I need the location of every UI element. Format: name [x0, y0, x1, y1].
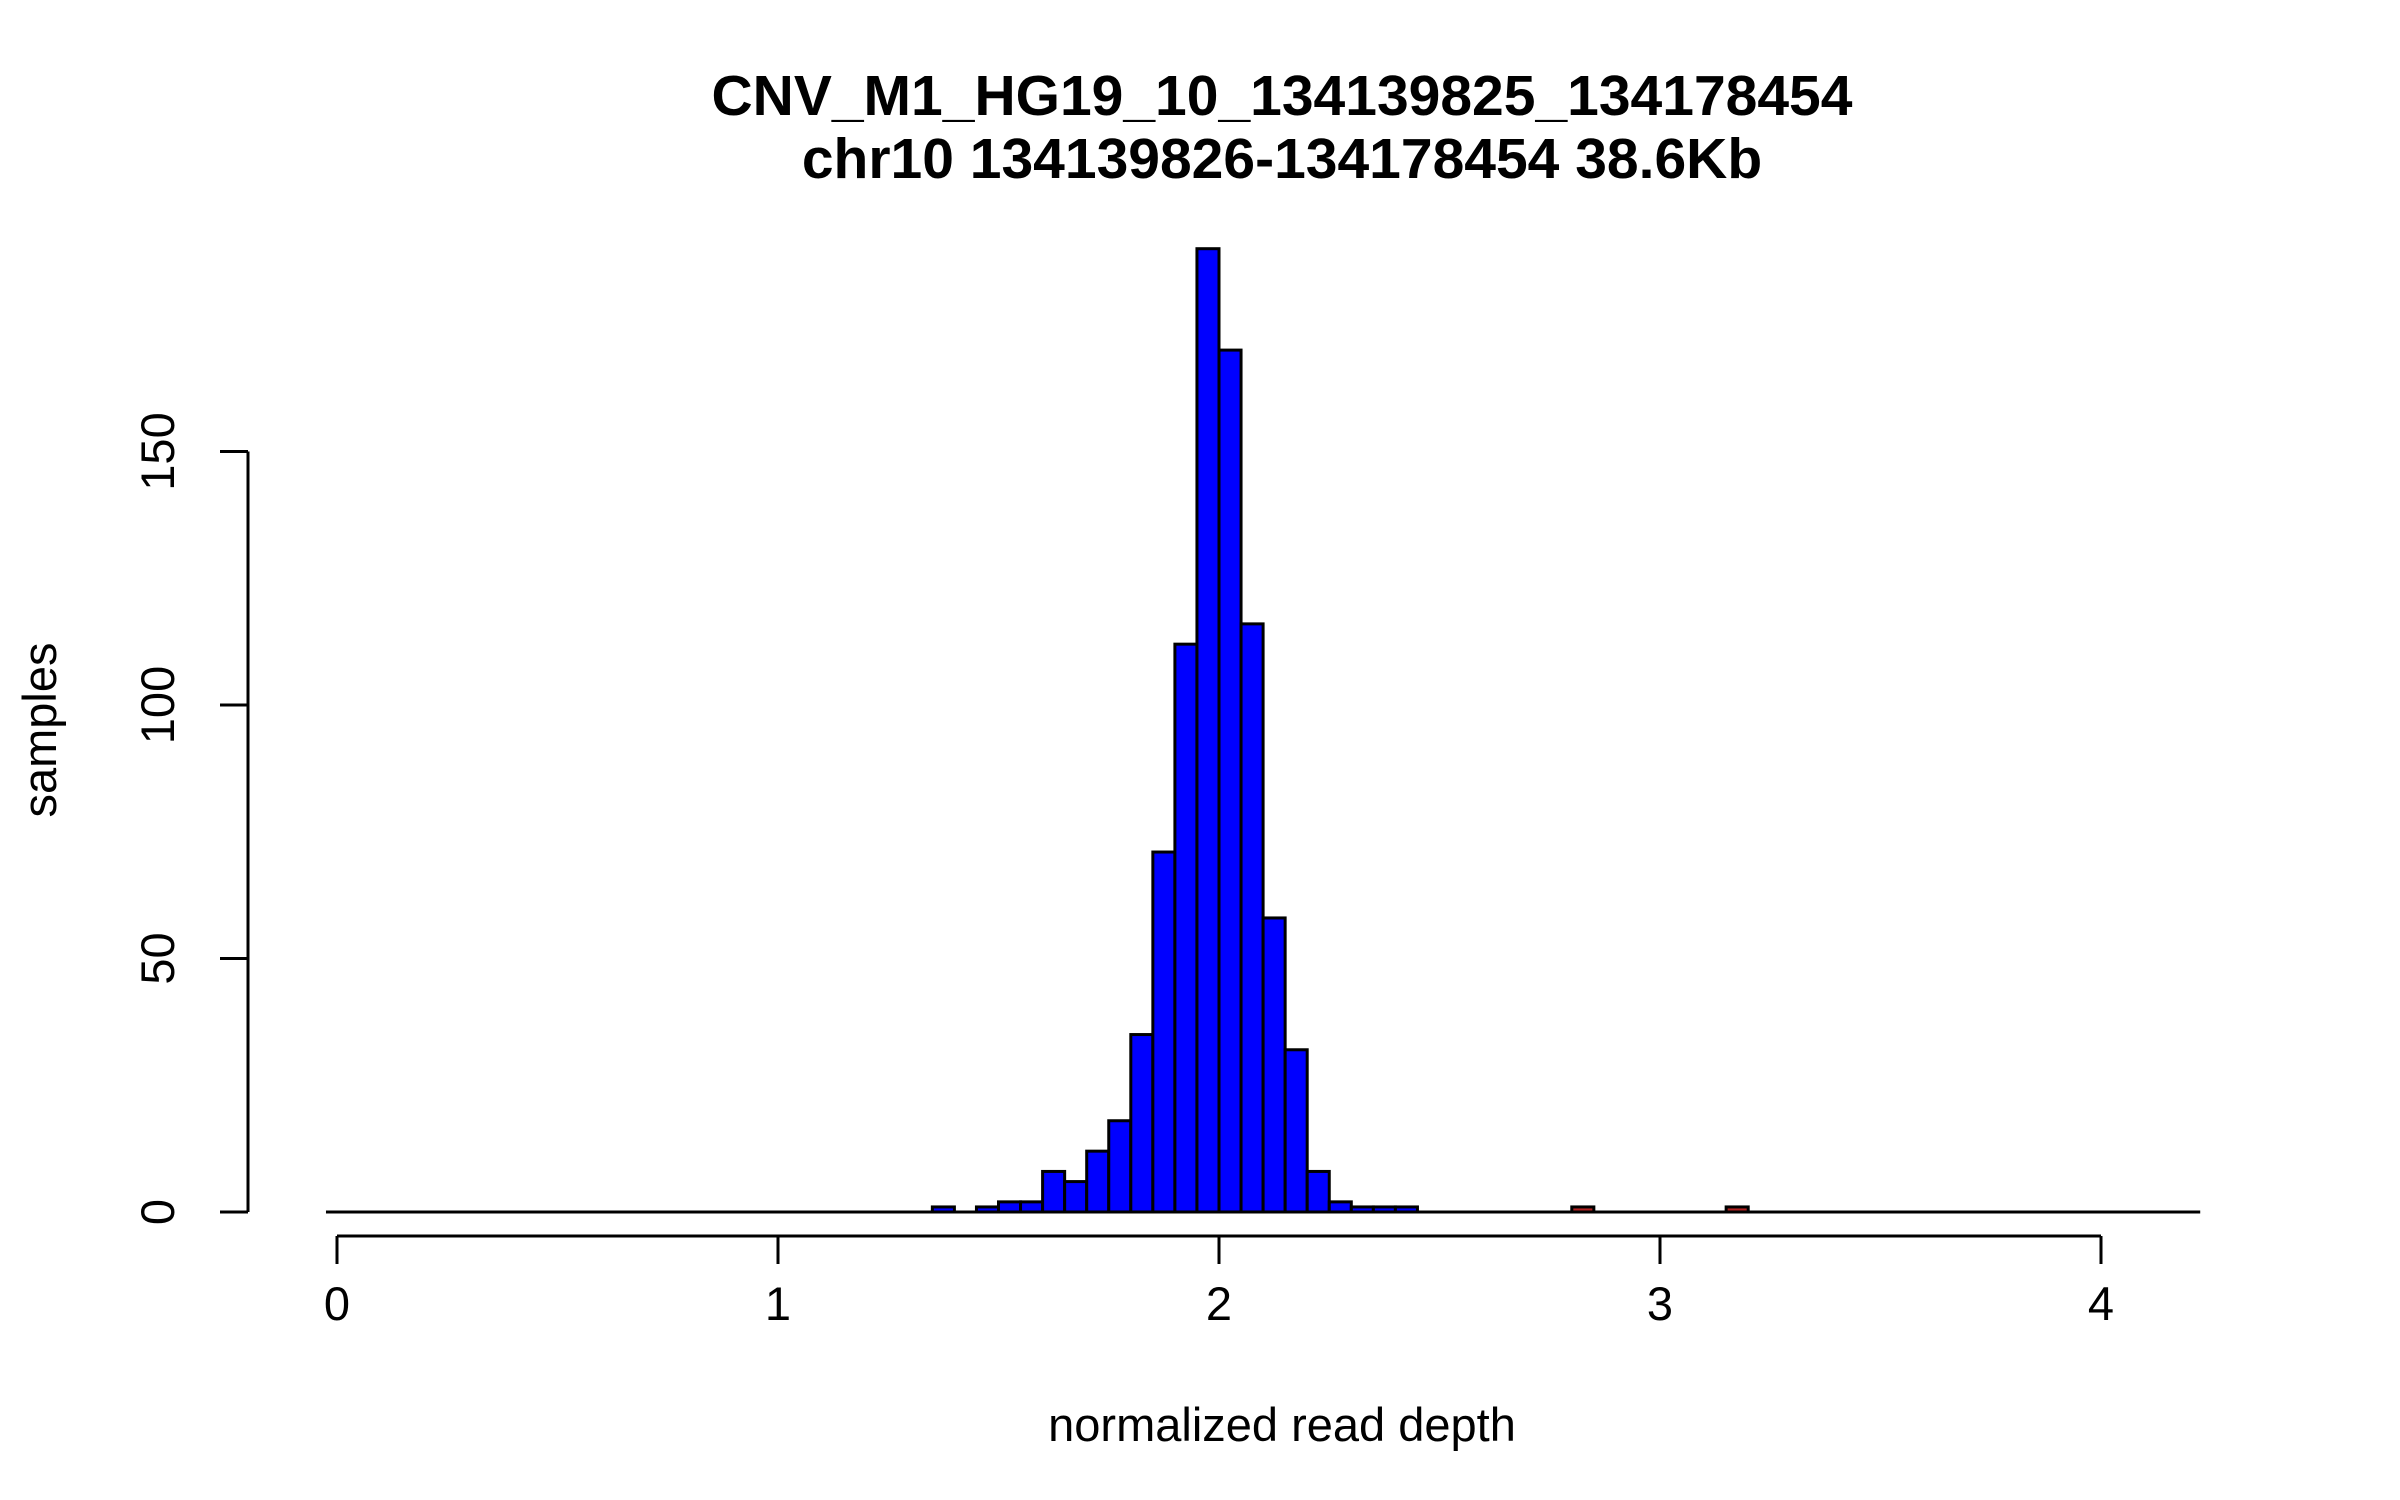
y-tick-label: 50: [131, 932, 184, 984]
histogram-bar: [1283, 1048, 1309, 1214]
histogram-bar: [1195, 247, 1221, 1214]
x-tick-label: 2: [1206, 1277, 1232, 1330]
histogram-bar: [1239, 622, 1265, 1214]
histogram-bar: [1151, 850, 1177, 1214]
chart-subtitle: chr10 134139826-134178454 38.6Kb: [802, 127, 1762, 191]
histogram-bar: [997, 1200, 1023, 1214]
y-axis-label: samples: [13, 642, 66, 817]
chart-title: CNV_M1_HG19_10_134139825_134178454: [712, 64, 1853, 128]
histogram-bar: [1129, 1033, 1155, 1214]
bars-group: [930, 247, 1750, 1214]
histogram-bar: [1107, 1119, 1133, 1214]
histogram-bar: [1217, 348, 1243, 1214]
histogram-bar: [1327, 1200, 1353, 1214]
x-axis-label: normalized read depth: [1048, 1398, 1516, 1451]
y-tick-label: 0: [131, 1199, 184, 1225]
histogram-bar: [1019, 1200, 1045, 1214]
y-tick-label: 100: [131, 666, 184, 744]
y-axis: 0 50 100 150: [131, 412, 250, 1225]
histogram-bar: [1305, 1169, 1331, 1214]
y-tick-label: 150: [131, 412, 184, 490]
histogram-bar: [1261, 916, 1287, 1214]
x-tick-label: 1: [765, 1277, 791, 1330]
histogram-bar: [1063, 1180, 1089, 1214]
x-tick-label: 3: [1647, 1277, 1673, 1330]
x-axis: 0 1 2 3 4: [324, 1234, 2114, 1330]
histogram-bar: [1085, 1149, 1111, 1214]
x-tick-label: 4: [2088, 1277, 2114, 1330]
histogram-bar: [1041, 1169, 1067, 1214]
histogram-bar: [1173, 642, 1199, 1214]
x-tick-label: 0: [324, 1277, 350, 1330]
